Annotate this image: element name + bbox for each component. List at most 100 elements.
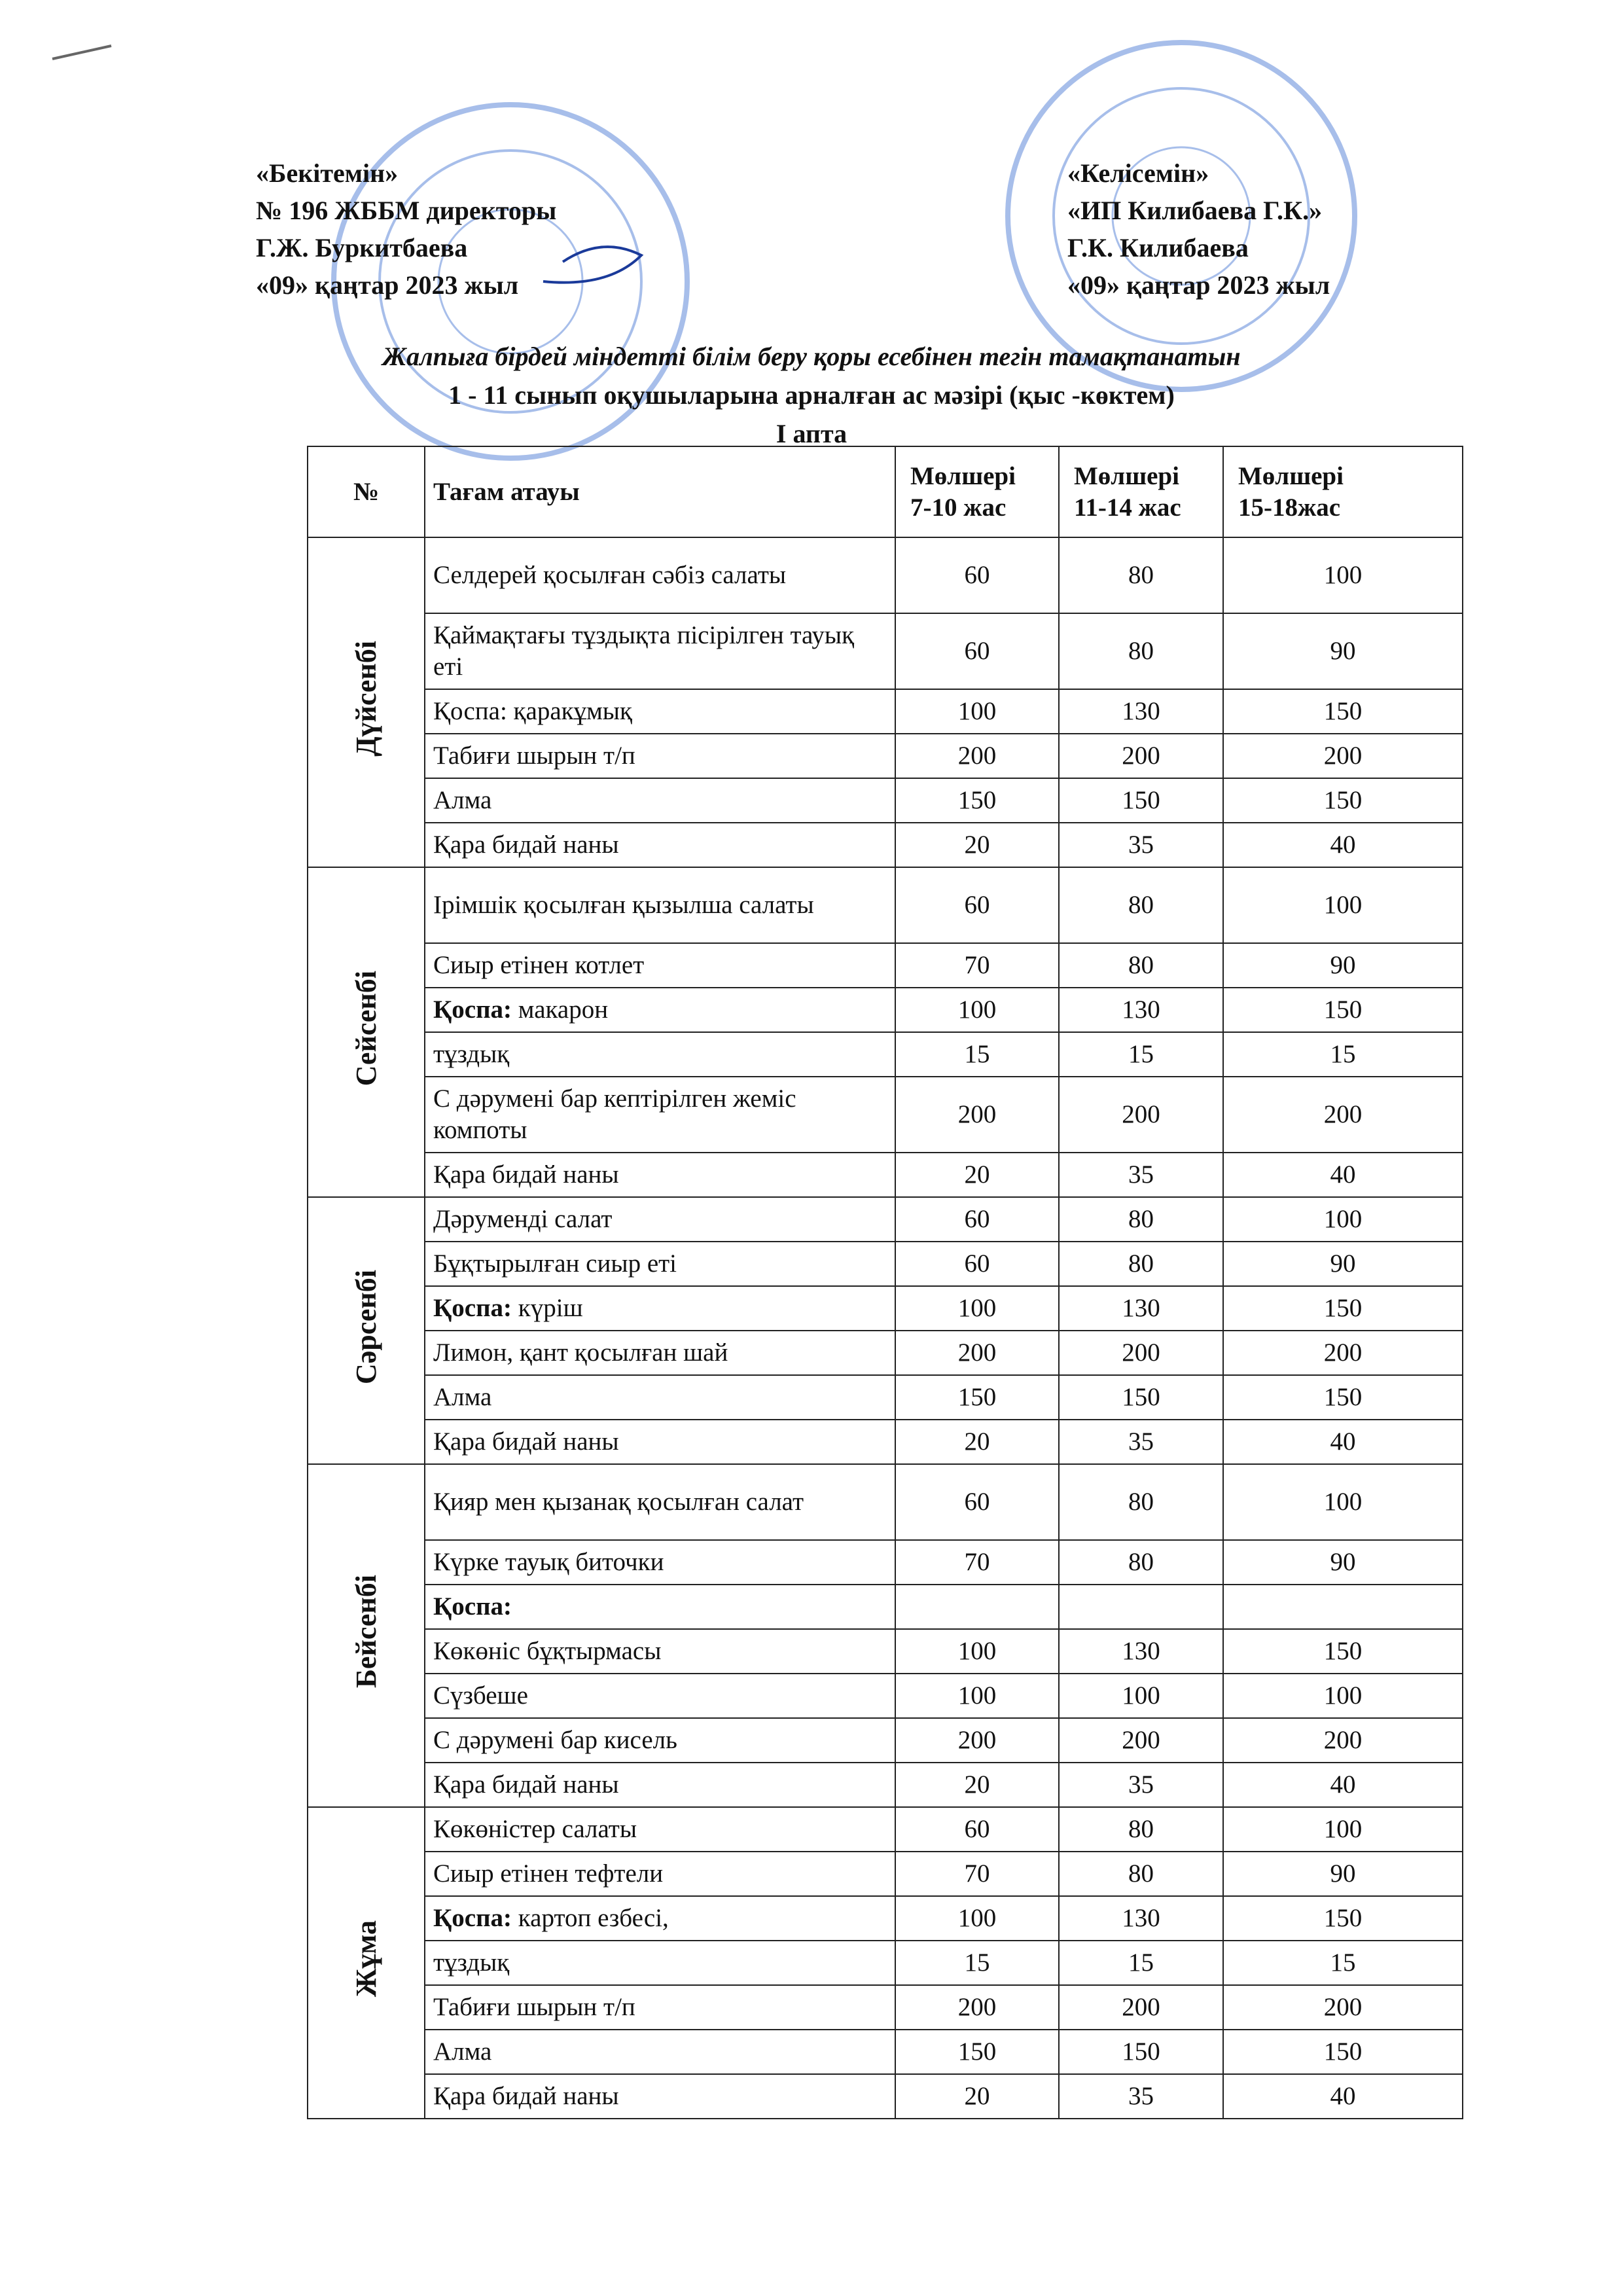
portion: 15 xyxy=(895,1940,1060,1986)
portion-value: 200 xyxy=(957,1726,997,1754)
portion: 70 xyxy=(895,1851,1060,1897)
dish-name: Қара бидай наны xyxy=(424,1152,896,1198)
portion-value: 150 xyxy=(1323,697,1363,725)
day-name: Жұма xyxy=(349,1920,382,1998)
menu-row: Сейсенбі Ірімшік қосылған қызылша салаты 6… xyxy=(307,867,1463,1198)
portion: 40 xyxy=(1222,1152,1463,1198)
dish-name: Қара бидай наны xyxy=(424,2073,896,2119)
portion-value: 100 xyxy=(1323,891,1363,919)
column-header: Тағам атауы xyxy=(424,446,896,538)
menu-row: Қара бидай наны 20 35 40 xyxy=(308,1762,1463,1808)
portion: 90 xyxy=(1222,613,1463,690)
portion-value: 80 xyxy=(1128,951,1154,979)
portion: 35 xyxy=(1058,1419,1224,1465)
portion: 130 xyxy=(1058,987,1224,1033)
menu-row: Сиыр етінен котлет 70 80 90 xyxy=(308,942,1463,988)
portion-value: 80 xyxy=(1128,561,1154,589)
portion: 150 xyxy=(1058,1374,1224,1420)
portion: 100 xyxy=(1058,1673,1224,1719)
portion-value: 40 xyxy=(1330,1160,1356,1189)
dish-name: Қияр мен қызанақ қосылған салат xyxy=(424,1463,896,1541)
day-cell: Дүйсенбі xyxy=(307,537,425,868)
portion-value: 35 xyxy=(1128,1770,1154,1799)
dish-text: Көкөністер салаты xyxy=(433,1815,637,1843)
portion-value: 200 xyxy=(957,1338,997,1367)
title-line: Жалпыға бірдей міндетті білім беру қоры … xyxy=(382,342,1241,371)
menu-row: тұздық 15 15 15 xyxy=(308,1031,1463,1077)
portion xyxy=(1058,1584,1224,1630)
menu-row: Алма 150 150 150 xyxy=(308,778,1463,823)
dish-name: С дәрумені бар кисель xyxy=(424,1717,896,1763)
portion xyxy=(1222,1584,1463,1630)
dish-text: Қара бидай наны xyxy=(433,1427,619,1456)
portion: 200 xyxy=(1222,1717,1463,1763)
dish-name: Қара бидай наны xyxy=(424,1419,896,1465)
portion-value: 20 xyxy=(964,1160,990,1189)
column-header-line: Мөлшері xyxy=(1238,461,1344,490)
dish-text: Қара бидай наны xyxy=(433,2082,619,2110)
portion-value: 90 xyxy=(1330,951,1356,979)
menu-row: Қоспа: картоп езбесі, 100 130 150 xyxy=(308,1895,1463,1941)
portion-value: 60 xyxy=(964,561,990,589)
portion-value: 80 xyxy=(1128,637,1154,665)
column-header: Мөлшері 11-14 жас xyxy=(1058,446,1224,538)
dish-name: тұздық xyxy=(424,1940,896,1986)
portion: 40 xyxy=(1222,822,1463,868)
dish-name: Ірімшік қосылған қызылша салаты xyxy=(424,867,896,944)
header-line: «Келісемін» xyxy=(1067,158,1209,188)
portion: 200 xyxy=(1058,1717,1224,1763)
portion-value: 100 xyxy=(1323,1488,1363,1516)
dish-name: Сүзбеше xyxy=(424,1673,896,1719)
portion-value: 15 xyxy=(1128,1948,1154,1977)
portion: 20 xyxy=(895,1419,1060,1465)
dish-text: Қара бидай наны xyxy=(433,1160,619,1189)
portion-value: 100 xyxy=(1323,561,1363,589)
portion-value: 60 xyxy=(964,1488,990,1516)
dish-text: Ірімшік қосылған қызылша салаты xyxy=(433,891,814,919)
column-header-line: 7-10 жас xyxy=(910,493,1007,522)
portion: 60 xyxy=(895,537,1060,614)
portion-value: 150 xyxy=(1323,1637,1363,1665)
dish-name: Көкөніс бұқтырмасы xyxy=(424,1628,896,1674)
portion: 40 xyxy=(1222,1419,1463,1465)
portion-value: 20 xyxy=(964,831,990,859)
portion-value: 200 xyxy=(1323,1993,1363,2021)
portion: 100 xyxy=(895,1895,1060,1941)
column-header-line: Мөлшері xyxy=(1074,461,1179,490)
dish-text: Күрке тауық биточки xyxy=(433,1548,664,1576)
dish-name: тұздық xyxy=(424,1031,896,1077)
day-name: Бейсенбі xyxy=(349,1575,382,1689)
portion: 80 xyxy=(1058,867,1224,944)
dish-name: Алма xyxy=(424,1374,896,1420)
title-line: I апта xyxy=(776,419,847,448)
dish-name: Көкөністер салаты xyxy=(424,1806,896,1852)
menu-row: Алма 150 150 150 xyxy=(308,2029,1463,2075)
agreement-block: «Келісемін» «ИП Килибаева Г.К.» Г.К. Килиб… xyxy=(1067,154,1330,304)
portion: 130 xyxy=(1058,1285,1224,1331)
dish-text: тұздық xyxy=(433,1948,510,1977)
portion: 100 xyxy=(895,1285,1060,1331)
portion: 100 xyxy=(895,1628,1060,1674)
menu-row: тұздық 15 15 15 xyxy=(308,1940,1463,1986)
dish-text: Бұқтырылған сиыр еті xyxy=(433,1249,677,1278)
menu-row: Бұқтырылған сиыр еті 60 80 90 xyxy=(308,1241,1463,1287)
title-line: 1 - 11 сынып оқушыларына арналған ас мәз… xyxy=(448,380,1175,410)
portion: 200 xyxy=(1222,1330,1463,1376)
header-line: «Бекітемін» xyxy=(256,158,399,188)
portion: 200 xyxy=(1058,1330,1224,1376)
portion: 15 xyxy=(1058,1940,1224,1986)
portion-value: 35 xyxy=(1128,2082,1154,2110)
day-name: Дүйсенбі xyxy=(349,640,382,757)
portion: 90 xyxy=(1222,1851,1463,1897)
portion-value: 150 xyxy=(1323,1294,1363,1322)
portion: 100 xyxy=(895,987,1060,1033)
menu-row: Жұма Көкөністер салаты 60 80 100 xyxy=(307,1806,1463,2119)
dish-text: Көкөніс бұқтырмасы xyxy=(433,1637,662,1665)
dish-text: Қоспа: қаракұмық xyxy=(433,697,632,725)
header-line: Г.К. Килибаева xyxy=(1067,233,1249,262)
portion-value: 20 xyxy=(964,1770,990,1799)
portion-value: 80 xyxy=(1128,1859,1154,1888)
day-cell: Бейсенбі xyxy=(307,1463,425,1808)
portion: 90 xyxy=(1222,1539,1463,1585)
portion: 60 xyxy=(895,1196,1060,1242)
